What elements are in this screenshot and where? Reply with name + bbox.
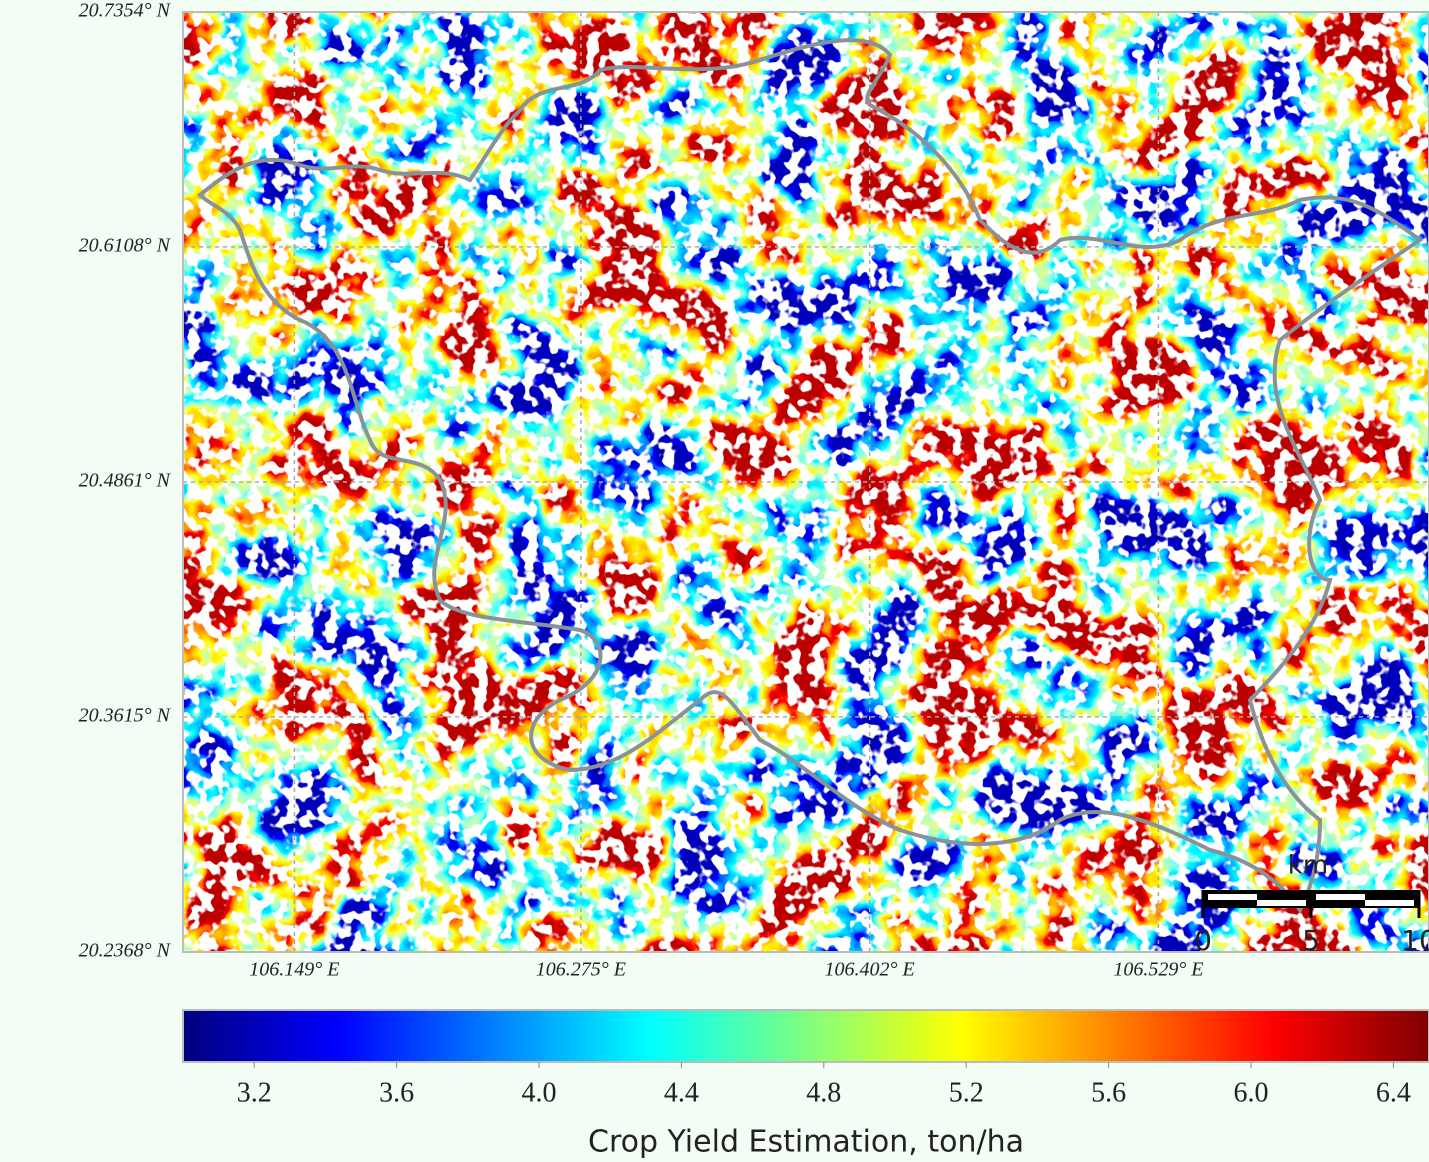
colorbar-label: Crop Yield Estimation, ton/ha [588, 1125, 1024, 1160]
lat-tick-label: 20.7354° N [79, 0, 172, 22]
colorbar-tick-label: 5.6 [1091, 1077, 1126, 1108]
scale-bar-segment [1316, 894, 1365, 900]
colorbar-tick-label: 4.8 [806, 1077, 841, 1108]
colorbar-tick-label: 5.2 [949, 1077, 984, 1108]
lat-tick-label: 20.6108° N [79, 234, 172, 256]
colorbar [183, 1010, 1429, 1062]
lat-tick-label: 20.4861° N [79, 470, 172, 492]
lon-tick-label: 106.402° E [825, 959, 915, 981]
scale-tick-label: 5 [1302, 924, 1320, 957]
scale-tick-label: 10 [1401, 924, 1429, 957]
colorbar-tick-label: 4.4 [664, 1077, 699, 1108]
colorbar-tick-label: 3.2 [237, 1077, 272, 1108]
lat-tick-label: 20.2368° N [79, 940, 172, 962]
colorbar-tick-label: 6.0 [1234, 1077, 1269, 1108]
colorbar-tick-label: 3.6 [379, 1077, 414, 1108]
map-figure: Crop Yield Estimation, ton/ha km 20.7354… [0, 0, 1429, 1162]
colorbar-tick-label: 4.0 [522, 1077, 557, 1108]
scale-tick-label: 0 [1194, 924, 1212, 957]
lat-tick-label: 20.3615° N [79, 704, 172, 726]
colorbar-tick-label: 6.4 [1376, 1077, 1411, 1108]
lon-tick-label: 106.275° E [536, 959, 626, 981]
scale-bar-segment [1257, 900, 1306, 906]
scale-unit: km [1288, 851, 1328, 881]
lon-tick-label: 106.149° E [249, 959, 339, 981]
scale-bar-segment [1208, 894, 1257, 900]
scale-bar-segment [1365, 900, 1414, 906]
lon-tick-label: 106.529° E [1113, 959, 1203, 981]
